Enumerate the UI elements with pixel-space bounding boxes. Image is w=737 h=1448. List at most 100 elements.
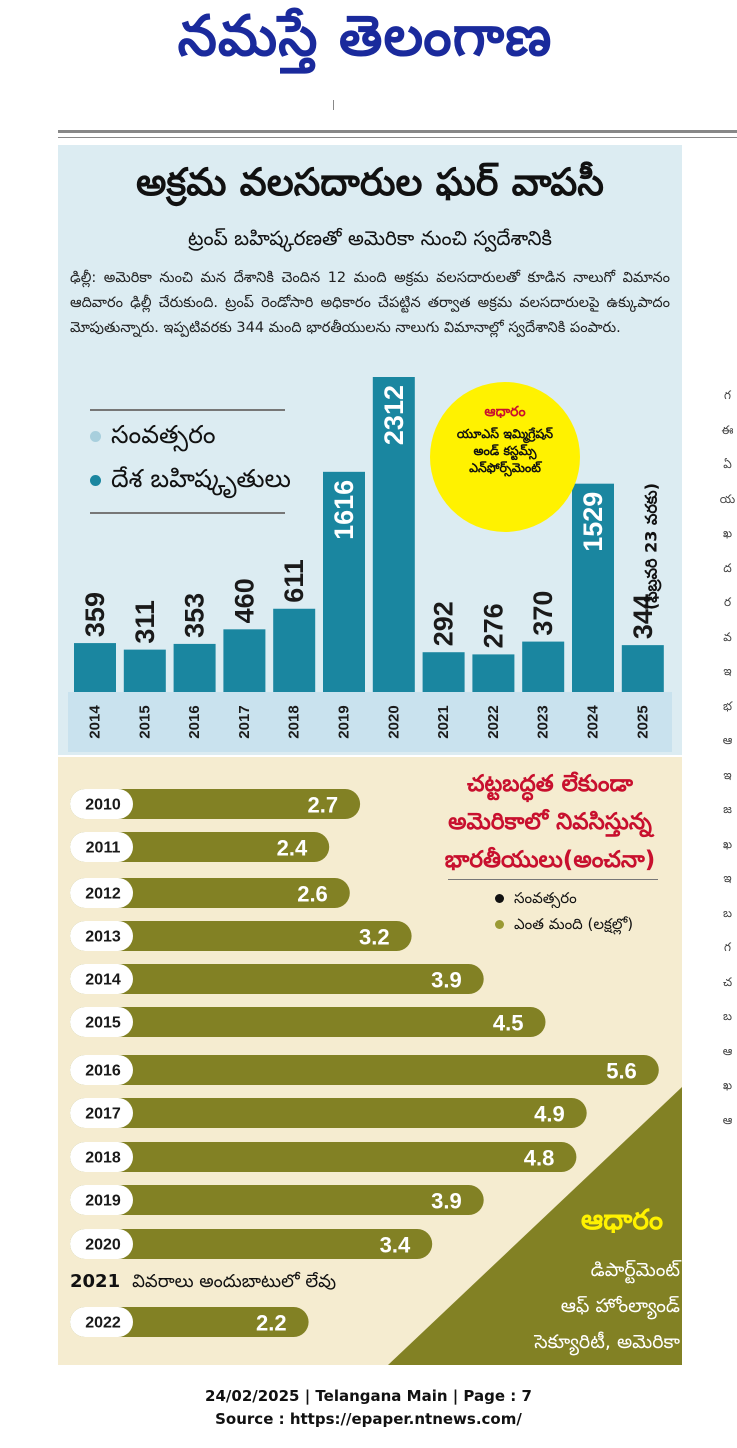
date-note: (ఫిబ్రవరి 23 వరకు) [641, 482, 661, 611]
hbar-value-label: 3.9 [431, 968, 462, 993]
chart2-title-rule [448, 879, 658, 880]
bar-value-label: 460 [229, 578, 259, 623]
hbar-year-label: 2012 [85, 886, 121, 903]
hbar-year-pill [70, 921, 133, 951]
bar [74, 643, 116, 692]
source-corner-triangle [388, 1087, 682, 1365]
deportations-bar-chart: 359 2014 311 2015 353 2016 460 2017 611 2018 1616 2… [68, 377, 672, 752]
bar [422, 652, 465, 692]
adjacent-column-text: గ ఈ ఏ య ఖ ద ర వ ఇ భ ఆ ఇ జ ఖ ఇ బ గ చ బ ఆ … [719, 388, 736, 1127]
hbar-year-label: 2014 [85, 972, 121, 989]
year-tick-label: 2024 [585, 705, 602, 739]
bar-value-label: 1616 [329, 480, 359, 540]
year-tick-label: 2020 [385, 705, 402, 738]
year-band [68, 692, 672, 752]
legend-rule-bottom [90, 512, 285, 514]
article-body: ఢిల్లీ: అమెరికా నుంచి మన దేశానికి చెందిన… [70, 270, 670, 336]
hbar-value-label: 3.2 [359, 925, 390, 950]
hbar-year-label: 2020 [85, 1237, 121, 1254]
hbar-value-label: 4.5 [493, 1011, 524, 1036]
hbar-value-label: 2.2 [256, 1311, 287, 1336]
year-tick-label: 2019 [336, 705, 353, 738]
hbar-value-label: 3.4 [380, 1233, 411, 1258]
adjacent-column-sliver: గ ఈ ఏ య ఖ ద ర వ ఇ భ ఆ ఇ జ ఖ ఇ బ గ చ బ ఆ … [718, 378, 737, 1368]
na-text: వివరాలు అందుబాటులో లేవు [132, 1271, 337, 1292]
subheadline: ట్రంప్ బహిష్కరణతో అమెరికా నుంచి స్వదేశాన… [188, 226, 552, 250]
hbar [70, 1229, 433, 1259]
hbar [70, 1185, 484, 1215]
legend-year: సంవత్సరం [90, 420, 216, 456]
hbar-value-label: 2.6 [297, 882, 328, 907]
bar [621, 645, 664, 692]
hbar-year-pill [70, 1007, 133, 1037]
top-rule [58, 130, 737, 133]
hbar-year-pill [70, 1229, 133, 1259]
hbar-value-label: 2.7 [308, 793, 339, 818]
year-tick-label: 2014 [87, 705, 104, 739]
bar [323, 471, 365, 692]
legend-rule-top [90, 409, 285, 411]
year-tick-label: 2017 [236, 705, 253, 738]
year-tick-label: 2025 [634, 705, 651, 738]
bar-value-label: 353 [180, 593, 210, 638]
hbar-year-label: 2011 [86, 840, 121, 857]
hbar-year-label: 2019 [85, 1193, 121, 1210]
bar-value-label: 2312 [379, 385, 409, 445]
bar [123, 649, 166, 692]
legend-deportees-label: దేశ బహిష్కృతులు [111, 464, 291, 493]
hbar-value-label: 4.9 [534, 1102, 565, 1127]
bar-value-label: 359 [80, 592, 110, 637]
hbar-year-label: 2018 [85, 1150, 121, 1167]
hbar-year-pill [70, 878, 133, 908]
hbar-year-pill [70, 964, 133, 994]
hbar [70, 832, 330, 862]
masthead-divider [333, 100, 334, 110]
source-line: ఆఫ్ హోంల్యాండ్ [560, 1295, 680, 1317]
year-tick-label: 2021 [435, 705, 452, 738]
hbar-year-pill [70, 1098, 133, 1128]
na-year: 2021 [70, 1271, 121, 1292]
bar [273, 608, 316, 692]
hbar-year-pill [70, 1142, 133, 1172]
year-tick-label: 2018 [286, 705, 303, 738]
legend-deportees: దేశ బహిష్కృతులు [90, 464, 291, 500]
bar-value-label: 370 [528, 591, 558, 636]
footer-dateline: 24/02/2025 | Telangana Main | Page : 7 [205, 1387, 532, 1405]
chart2-source-title: ఆధారం [580, 1203, 664, 1236]
hbar-value-label: 5.6 [606, 1059, 637, 1084]
bar-value-label: 292 [429, 601, 459, 646]
hbar [70, 1007, 546, 1037]
hbar-year-pill [70, 1185, 133, 1215]
hbar-year-label: 2015 [85, 1015, 121, 1032]
chart2-title: చట్టబద్ధత లేకుండా అమెరికాలో నివసిస్తున్న… [444, 771, 656, 873]
year-tick-label: 2022 [485, 705, 502, 738]
source-badge-text: యూఎస్ ఇమ్మిగ్రేషన్ అండ్ కస్టమ్స్ ఎన్‌ఫోర… [456, 426, 554, 475]
masthead: నమస్తే తెలంగాణ [0, 0, 737, 120]
hbar-year-label: 2022 [85, 1315, 121, 1332]
hbar-year-pill [70, 1307, 133, 1337]
bar [372, 377, 415, 692]
chart2-legend-count-label: ఎంత మంది (లక్షల్లో) [514, 915, 634, 933]
year-tick-label: 2015 [136, 705, 153, 738]
hbar-year-pill [70, 832, 133, 862]
source-line: డిపార్ట్‌మెంట్ [590, 1259, 680, 1281]
hbar-year-pill [70, 789, 133, 819]
hbar-year-pill [70, 1055, 133, 1085]
hbar-year-label: 2010 [85, 797, 121, 814]
bar [522, 641, 565, 692]
hbar [70, 1142, 577, 1172]
hbar [70, 921, 412, 951]
chart2-legend-count: ఎంత మంది (లక్షల్లో) [495, 915, 633, 937]
hbar [70, 964, 484, 994]
bar-value-label: 611 [279, 559, 309, 603]
hbar-year-label: 2013 [85, 929, 121, 946]
bar-value-label: 311 [130, 600, 160, 644]
year-tick-label: 2023 [535, 705, 552, 738]
hbar-year-label: 2016 [85, 1063, 121, 1080]
chart2-legend-count-dot [495, 920, 504, 929]
source-line: సెక్యూరిటీ, అమెరికా [534, 1331, 680, 1353]
chart2-legend-year-label: సంవత్సరం [514, 889, 577, 907]
legend-deportees-dot [90, 474, 101, 486]
newspaper-logo: నమస్తే తెలంగాణ [177, 4, 553, 69]
legend-year-dot [90, 430, 101, 442]
